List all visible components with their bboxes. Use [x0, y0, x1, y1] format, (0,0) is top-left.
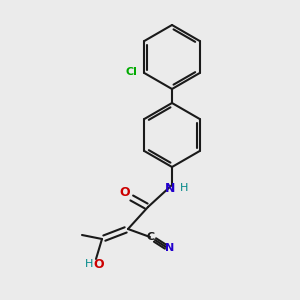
Text: O: O — [120, 185, 130, 199]
Text: C: C — [147, 232, 155, 242]
Text: O: O — [94, 257, 104, 271]
Text: Cl: Cl — [125, 67, 137, 77]
Text: H: H — [85, 259, 93, 269]
Text: N: N — [165, 243, 175, 253]
Text: N: N — [165, 182, 175, 194]
Text: H: H — [180, 183, 188, 193]
